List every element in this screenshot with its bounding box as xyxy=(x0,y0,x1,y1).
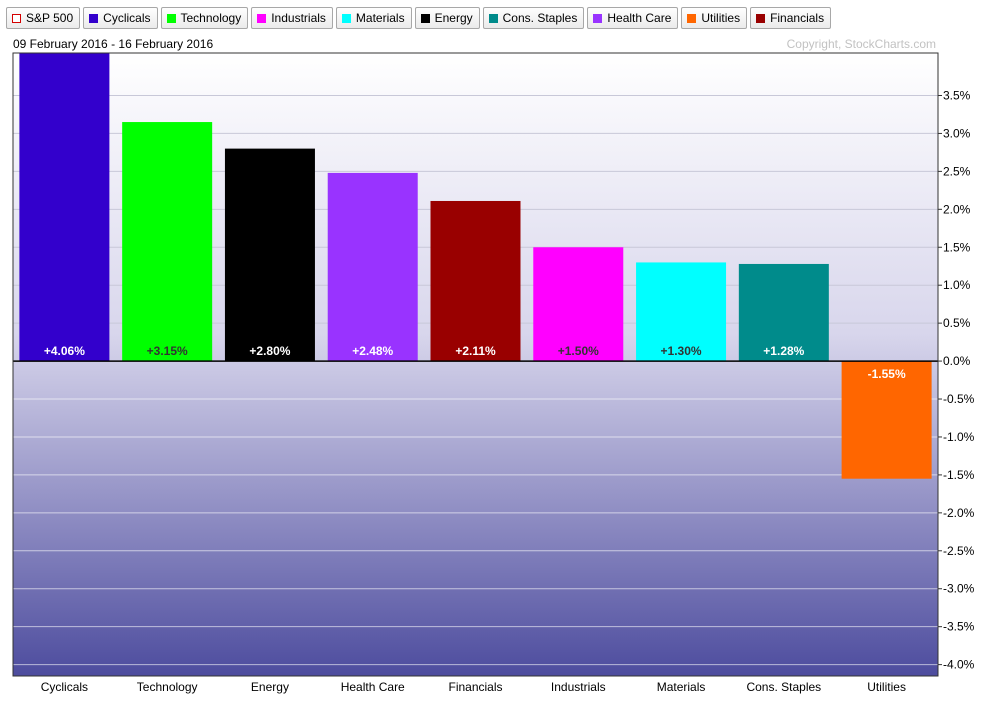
legend-swatch xyxy=(756,13,766,23)
bar-health-care xyxy=(327,172,418,362)
x-tick-label: Cyclicals xyxy=(41,680,88,694)
legend-swatch xyxy=(257,13,267,23)
legend-label: Energy xyxy=(434,11,473,25)
legend-swatch xyxy=(420,13,430,23)
y-tick-label: 3.0% xyxy=(943,126,971,140)
x-tick-label: Health Care xyxy=(341,680,405,694)
legend-button-utilities[interactable]: Utilities xyxy=(681,7,748,29)
legend-button-technology[interactable]: Technology xyxy=(160,7,249,29)
x-tick-label: Cons. Staples xyxy=(746,680,821,694)
bar-data-label: -1.55% xyxy=(868,367,906,381)
y-tick-label: 0.0% xyxy=(943,354,971,368)
legend-swatch xyxy=(593,13,603,23)
y-tick-label: -3.0% xyxy=(943,582,975,596)
legend-button-industrials[interactable]: Industrials xyxy=(251,7,333,29)
legend-button-cyclicals[interactable]: Cyclicals xyxy=(83,7,158,29)
legend-button-health-care[interactable]: Health Care xyxy=(587,7,679,29)
legend-label: Health Care xyxy=(607,11,672,25)
legend-label: Cyclicals xyxy=(103,11,151,25)
bar-data-label: +2.11% xyxy=(455,344,496,358)
legend-label: Financials xyxy=(770,11,825,25)
legend-swatch xyxy=(89,13,99,23)
bar-data-label: +1.30% xyxy=(661,344,702,358)
legend-button-energy[interactable]: Energy xyxy=(414,7,480,29)
legend-button-materials[interactable]: Materials xyxy=(335,7,412,29)
legend-label: Cons. Staples xyxy=(502,11,578,25)
bar-cons-staples xyxy=(738,263,829,362)
x-tick-label: Energy xyxy=(251,680,289,694)
legend-label: S&P 500 xyxy=(26,11,74,25)
y-tick-label: 2.5% xyxy=(943,164,971,178)
bar-technology xyxy=(122,122,213,362)
x-tick-label: Materials xyxy=(657,680,706,694)
bar-data-label: +1.50% xyxy=(558,344,599,358)
plot-border xyxy=(12,52,939,677)
y-tick-label: 1.5% xyxy=(943,240,971,254)
date-range: 09 February 2016 - 16 February 2016 xyxy=(13,37,214,51)
bar-energy xyxy=(224,148,315,362)
y-tick-label: -4.0% xyxy=(943,658,975,672)
legend-button-cons-staples[interactable]: Cons. Staples xyxy=(482,7,585,29)
legend: S&P 500 Cyclicals Technology Industrials Mat… xyxy=(6,7,832,31)
legend-label: Industrials xyxy=(271,11,326,25)
x-tick-label: Utilities xyxy=(867,680,906,694)
y-tick-label: -2.0% xyxy=(943,506,975,520)
bar-data-label: +4.06% xyxy=(44,344,85,358)
bar-data-label: +2.80% xyxy=(249,344,290,358)
bar-financials xyxy=(430,200,521,362)
y-tick-label: 2.0% xyxy=(943,202,971,216)
legend-swatch xyxy=(12,13,21,23)
bar-data-label: +1.28% xyxy=(763,344,804,358)
x-tick-label: Financials xyxy=(448,680,502,694)
legend-swatch xyxy=(687,13,697,23)
legend-label: Utilities xyxy=(701,11,741,25)
copyright-notice: Copyright, StockCharts.com xyxy=(786,37,936,51)
y-tick-label: -2.5% xyxy=(943,544,975,558)
y-tick-label: -3.5% xyxy=(943,620,975,634)
bar-utilities xyxy=(841,361,932,479)
legend-swatch xyxy=(166,13,176,23)
bar-data-label: +3.15% xyxy=(147,344,188,358)
bar-data-label: +2.48% xyxy=(352,344,393,358)
bar-materials xyxy=(636,262,727,362)
y-tick-label: 3.5% xyxy=(943,88,971,102)
bar-cyclicals xyxy=(19,53,110,362)
legend-label: Technology xyxy=(180,11,242,25)
x-tick-label: Industrials xyxy=(551,680,606,694)
y-tick-label: -1.0% xyxy=(943,430,975,444)
legend-button-s-p-500[interactable]: S&P 500 xyxy=(6,7,81,29)
legend-label: Materials xyxy=(355,11,405,25)
y-tick-label: -1.5% xyxy=(943,468,975,482)
y-tick-label: 1.0% xyxy=(943,278,971,292)
legend-swatch xyxy=(341,13,351,23)
bar-industrials xyxy=(533,247,624,362)
legend-swatch xyxy=(488,13,498,23)
legend-button-financials[interactable]: Financials xyxy=(750,7,832,29)
y-tick-label: -0.5% xyxy=(943,392,975,406)
x-tick-label: Technology xyxy=(137,680,198,694)
y-tick-label: 0.5% xyxy=(943,316,971,330)
